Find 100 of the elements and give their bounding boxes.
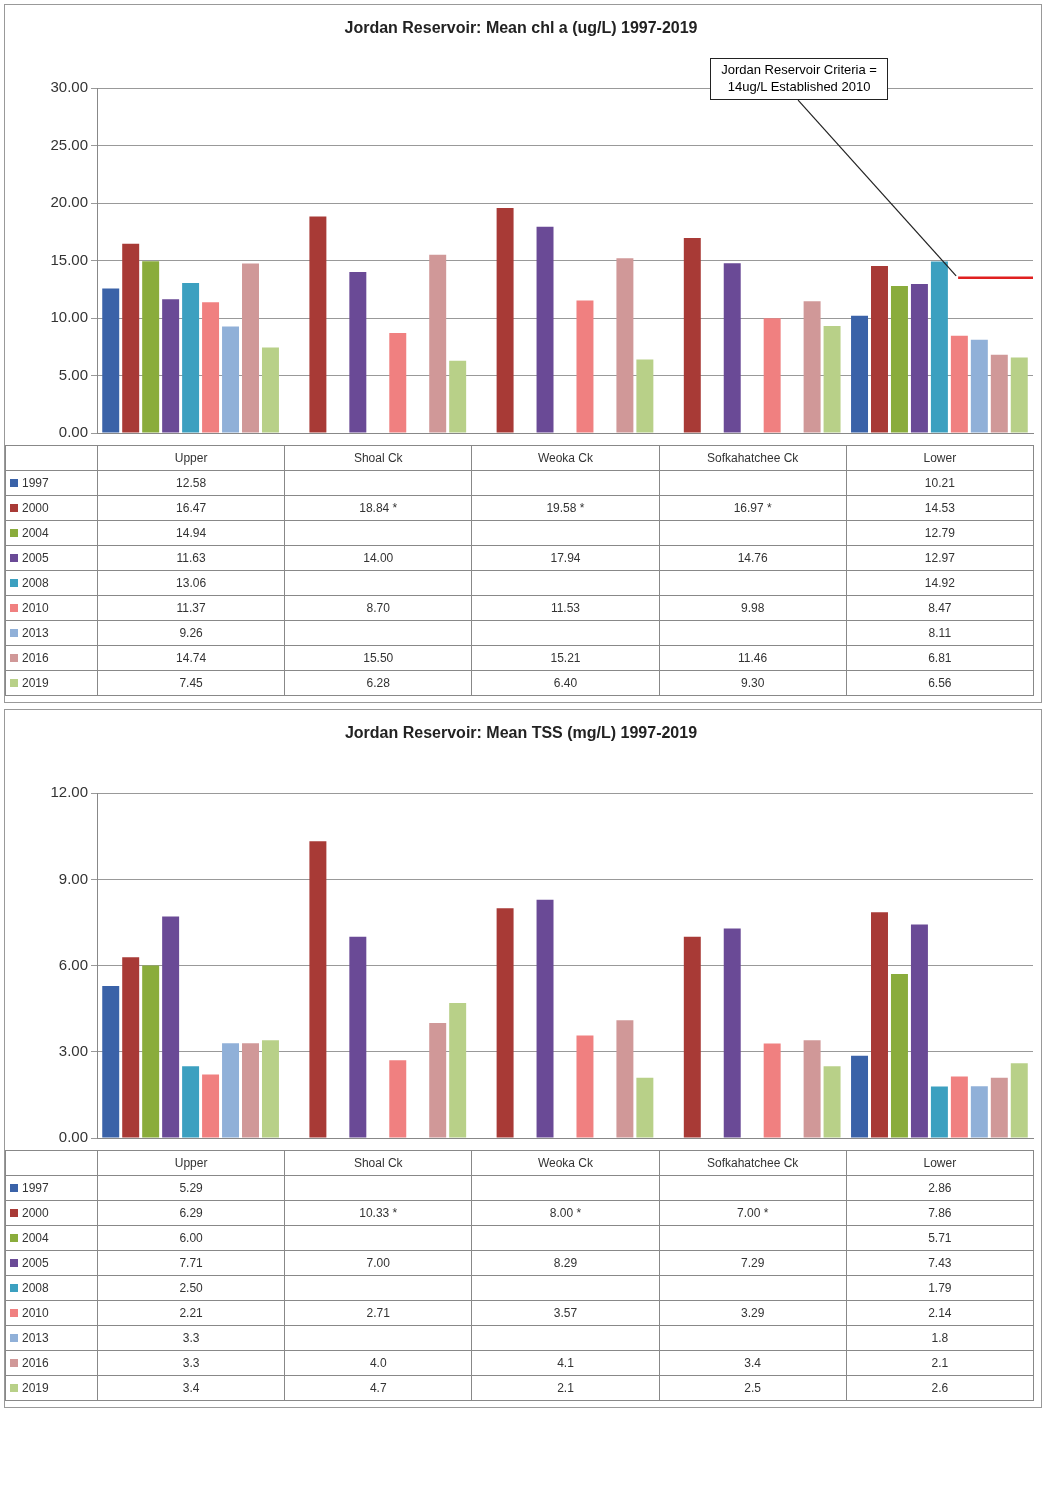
data-label: 11.46 bbox=[659, 645, 847, 671]
data-label: 6.40 bbox=[471, 670, 660, 696]
data-label: 11.37 bbox=[97, 595, 285, 621]
bar bbox=[449, 1002, 467, 1138]
data-label: 14.76 bbox=[659, 545, 847, 571]
bar bbox=[683, 237, 701, 433]
y-tick-label: 25.00 bbox=[50, 135, 88, 153]
data-label: 17.94 bbox=[471, 545, 660, 571]
bar bbox=[763, 318, 781, 433]
data-label: 4.1 bbox=[471, 1350, 660, 1376]
data-label: 2.71 bbox=[284, 1300, 472, 1326]
legend-label: 2000 bbox=[5, 495, 98, 521]
x-tick-label: Lower bbox=[846, 1150, 1034, 1176]
legend-label: 1997 bbox=[5, 470, 98, 496]
legend-label: 2008 bbox=[5, 1275, 98, 1301]
data-label: 10.21 bbox=[846, 470, 1034, 496]
bar bbox=[950, 1076, 968, 1138]
data-label: 6.56 bbox=[846, 670, 1034, 696]
bar bbox=[910, 924, 928, 1138]
x-tick-label: Weoka Ck bbox=[471, 445, 660, 471]
legend-label: 2019 bbox=[5, 1375, 98, 1401]
data-label: 15.21 bbox=[471, 645, 660, 671]
bar bbox=[576, 300, 594, 433]
legend-label: 2005 bbox=[5, 1250, 98, 1276]
bar bbox=[723, 263, 741, 433]
data-label: 14.00 bbox=[284, 545, 472, 571]
data-label: 7.00 * bbox=[659, 1200, 847, 1226]
bar bbox=[202, 1074, 220, 1138]
legend-label: 2008 bbox=[5, 570, 98, 596]
x-tick-label: Sofkahatchee Ck bbox=[659, 1150, 847, 1176]
y-tick-label: 5.00 bbox=[58, 365, 88, 383]
x-tick-label: Weoka Ck bbox=[471, 1150, 660, 1176]
legend-label: 2013 bbox=[5, 1325, 98, 1351]
legend-label: 2004 bbox=[5, 1225, 98, 1251]
bar bbox=[222, 326, 240, 433]
data-label: 2.1 bbox=[471, 1375, 660, 1401]
bar bbox=[349, 936, 367, 1138]
data-label: 9.30 bbox=[659, 670, 847, 696]
x-tick-label: Shoal Ck bbox=[284, 1150, 472, 1176]
bar bbox=[242, 1043, 259, 1138]
bar bbox=[1010, 1063, 1028, 1138]
data-label: 2.14 bbox=[846, 1300, 1034, 1326]
y-tick-label: 12.00 bbox=[50, 783, 88, 801]
bar bbox=[202, 302, 220, 433]
legend-label: 2019 bbox=[5, 670, 98, 696]
data-label: 10.33 * bbox=[284, 1200, 472, 1226]
bar bbox=[102, 986, 120, 1138]
data-label: 8.11 bbox=[846, 620, 1034, 646]
bar bbox=[429, 254, 447, 433]
y-tick-label: 0.00 bbox=[58, 423, 88, 441]
chart-title: Jordan Reservoir: Mean TSS (mg/L) 1997-2019 bbox=[344, 724, 698, 742]
legend-label: 2005 bbox=[5, 545, 98, 571]
data-label: 3.4 bbox=[659, 1350, 847, 1376]
bar bbox=[449, 360, 467, 433]
bar bbox=[261, 1040, 279, 1138]
legend-label: 2004 bbox=[5, 520, 98, 546]
bar bbox=[636, 1077, 654, 1138]
bar bbox=[823, 326, 841, 433]
bar bbox=[851, 1055, 869, 1138]
legend-label: 2016 bbox=[5, 1350, 98, 1376]
data-label: 7.00 bbox=[284, 1250, 472, 1276]
data-label: 8.70 bbox=[284, 595, 472, 621]
bar bbox=[142, 261, 160, 433]
bar bbox=[871, 266, 888, 433]
bar bbox=[851, 315, 869, 433]
data-label: 14.53 bbox=[846, 495, 1034, 521]
bar bbox=[970, 339, 988, 433]
data-label: 3.3 bbox=[97, 1325, 285, 1351]
data-label: 1.79 bbox=[846, 1275, 1034, 1301]
bar bbox=[803, 301, 821, 433]
bar bbox=[616, 1020, 634, 1138]
data-label: 14.94 bbox=[97, 520, 285, 546]
data-label: 3.3 bbox=[97, 1350, 285, 1376]
data-label: 16.97 * bbox=[659, 495, 847, 521]
data-label: 11.53 bbox=[471, 595, 660, 621]
legend-label: 2010 bbox=[5, 1300, 98, 1326]
data-label: 9.98 bbox=[659, 595, 847, 621]
bar bbox=[723, 928, 741, 1138]
bar bbox=[102, 288, 120, 433]
x-tick-label: Upper bbox=[97, 445, 285, 471]
data-label: 2.5 bbox=[659, 1375, 847, 1401]
data-label: 2.50 bbox=[97, 1275, 285, 1301]
bar bbox=[182, 282, 200, 433]
data-label: 2.6 bbox=[846, 1375, 1034, 1401]
data-label: 4.7 bbox=[284, 1375, 472, 1401]
data-label: 3.4 bbox=[97, 1375, 285, 1401]
bar bbox=[871, 912, 888, 1138]
data-label: 1.8 bbox=[846, 1325, 1034, 1351]
bar bbox=[222, 1043, 240, 1138]
bar bbox=[309, 216, 327, 433]
data-label: 7.43 bbox=[846, 1250, 1034, 1276]
data-label: 3.57 bbox=[471, 1300, 660, 1326]
data-label: 11.63 bbox=[97, 545, 285, 571]
data-label: 13.06 bbox=[97, 570, 285, 596]
data-label: 7.45 bbox=[97, 670, 285, 696]
data-label: 14.92 bbox=[846, 570, 1034, 596]
bar bbox=[261, 347, 279, 433]
bar bbox=[162, 916, 180, 1138]
y-tick-label: 3.00 bbox=[58, 1041, 88, 1059]
bar bbox=[162, 299, 180, 433]
